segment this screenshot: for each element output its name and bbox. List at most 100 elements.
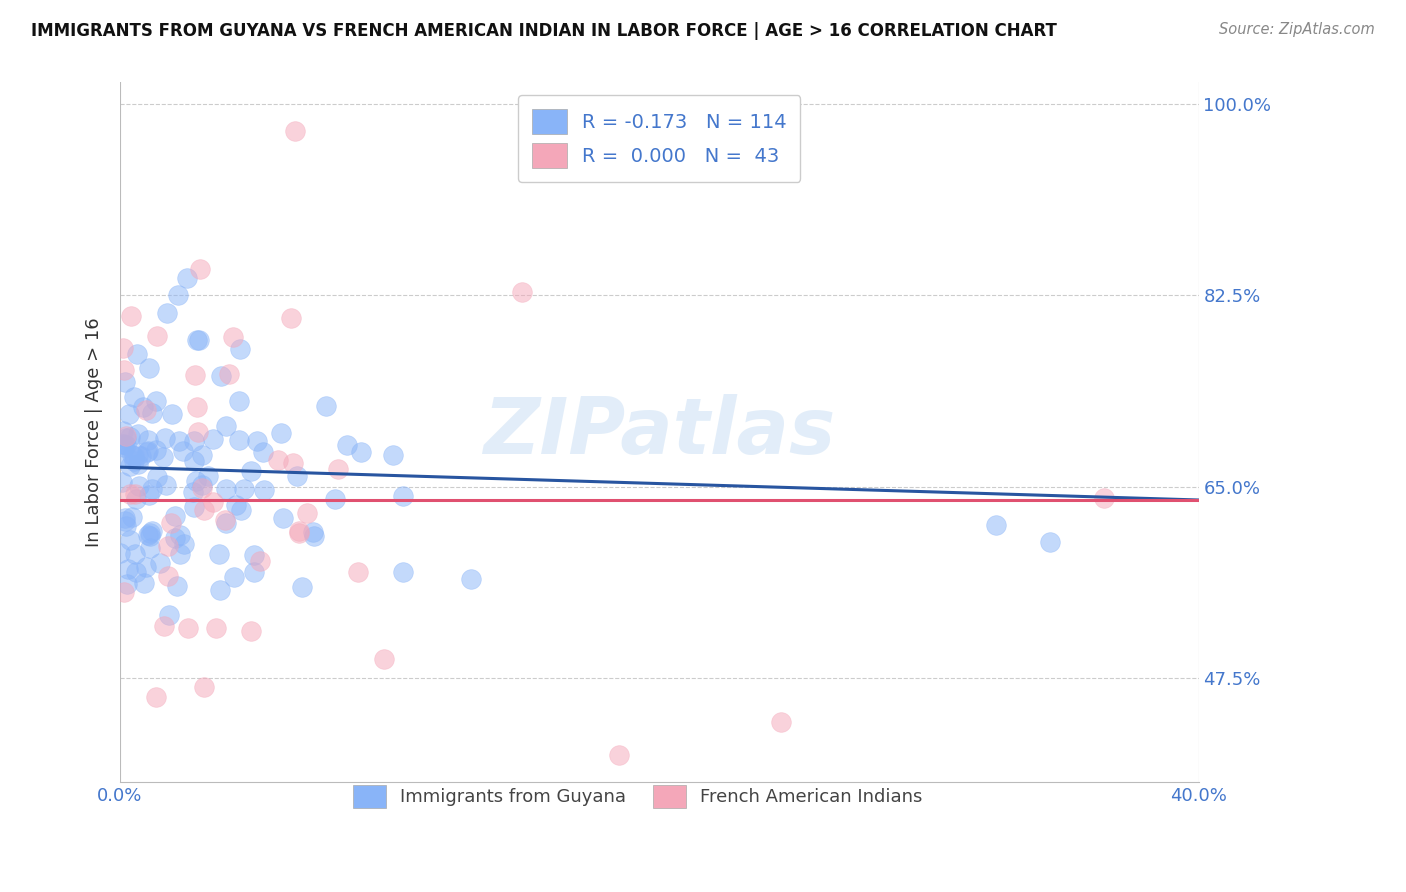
- Point: [208, 547, 231, 561]
- Point: [112, 585, 135, 599]
- Point: [111, 451, 134, 466]
- Point: [183, 454, 205, 468]
- Point: [391, 566, 413, 580]
- Point: [208, 582, 231, 597]
- Point: [167, 288, 190, 302]
- Point: [228, 343, 250, 357]
- Point: [188, 261, 211, 276]
- Point: [156, 306, 179, 320]
- Point: [139, 529, 162, 543]
- Point: [392, 489, 415, 503]
- Point: [287, 525, 309, 540]
- Point: [218, 367, 240, 381]
- Point: [136, 444, 159, 458]
- Point: [155, 478, 177, 492]
- Point: [253, 483, 276, 498]
- Point: [153, 619, 176, 633]
- Point: [111, 424, 134, 438]
- Point: [184, 368, 207, 383]
- Point: [284, 124, 307, 138]
- Point: [112, 437, 135, 451]
- Text: Source: ZipAtlas.com: Source: ZipAtlas.com: [1219, 22, 1375, 37]
- Point: [215, 483, 238, 497]
- Point: [145, 442, 167, 457]
- Point: [169, 434, 191, 448]
- Point: [215, 516, 238, 530]
- Point: [240, 464, 263, 478]
- Point: [373, 652, 395, 666]
- Point: [246, 434, 269, 449]
- Point: [114, 376, 136, 390]
- Point: [128, 479, 150, 493]
- Point: [769, 715, 792, 730]
- Point: [222, 569, 245, 583]
- Point: [118, 430, 141, 444]
- Point: [111, 475, 134, 489]
- Point: [169, 527, 191, 541]
- Point: [136, 528, 159, 542]
- Point: [186, 400, 208, 414]
- Point: [135, 559, 157, 574]
- Point: [381, 448, 404, 462]
- Point: [191, 478, 214, 492]
- Point: [205, 621, 228, 635]
- Point: [125, 565, 148, 579]
- Point: [120, 533, 142, 547]
- Point: [122, 390, 145, 404]
- Point: [271, 511, 294, 525]
- Point: [222, 330, 245, 344]
- Point: [139, 525, 162, 540]
- Point: [125, 491, 148, 506]
- Point: [336, 438, 359, 452]
- Text: IMMIGRANTS FROM GUYANA VS FRENCH AMERICAN INDIAN IN LABOR FORCE | AGE > 16 CORRE: IMMIGRANTS FROM GUYANA VS FRENCH AMERICA…: [31, 22, 1057, 40]
- Point: [510, 285, 533, 299]
- Point: [112, 362, 135, 376]
- Point: [146, 470, 169, 484]
- Point: [176, 270, 198, 285]
- Point: [607, 747, 630, 762]
- Point: [135, 403, 157, 417]
- Y-axis label: In Labor Force | Age > 16: In Labor Force | Age > 16: [86, 318, 103, 547]
- Point: [233, 482, 256, 496]
- Point: [270, 426, 292, 441]
- Point: [193, 680, 215, 694]
- Point: [242, 549, 264, 563]
- Point: [197, 468, 219, 483]
- Point: [172, 444, 194, 458]
- Point: [190, 481, 212, 495]
- Point: [183, 434, 205, 448]
- Point: [1039, 534, 1062, 549]
- Point: [157, 607, 180, 622]
- Point: [152, 450, 174, 464]
- Point: [122, 450, 145, 464]
- Point: [160, 407, 183, 421]
- Point: [315, 399, 337, 413]
- Point: [191, 448, 214, 462]
- Point: [127, 426, 149, 441]
- Point: [188, 333, 211, 347]
- Point: [117, 577, 139, 591]
- Point: [134, 576, 156, 591]
- Point: [301, 524, 323, 539]
- Point: [249, 553, 271, 567]
- Point: [214, 513, 236, 527]
- Legend: Immigrants from Guyana, French American Indians: Immigrants from Guyana, French American …: [346, 778, 929, 815]
- Point: [347, 565, 370, 579]
- Point: [214, 419, 236, 434]
- Point: [181, 485, 204, 500]
- Point: [202, 495, 225, 509]
- Point: [114, 429, 136, 443]
- Point: [986, 518, 1008, 533]
- Point: [183, 500, 205, 514]
- Point: [112, 341, 135, 355]
- Point: [281, 456, 304, 470]
- Point: [159, 516, 181, 531]
- Point: [295, 506, 318, 520]
- Point: [136, 434, 159, 448]
- Point: [166, 579, 188, 593]
- Point: [326, 461, 349, 475]
- Point: [193, 503, 215, 517]
- Text: ZIPatlas: ZIPatlas: [484, 394, 835, 470]
- Point: [349, 445, 371, 459]
- Point: [145, 393, 167, 408]
